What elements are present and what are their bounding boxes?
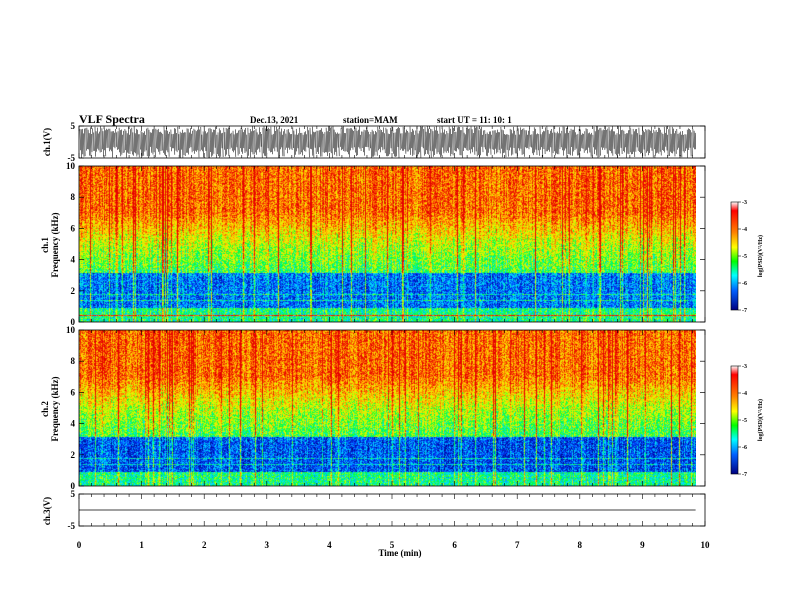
x-tick-label: 9 (640, 540, 645, 550)
y-tick-label: 6 (71, 223, 76, 233)
ch2-colorbar-label: log(PSD)(V²/Hz) (757, 399, 764, 441)
ch2-spec-ylabel-line2: Frequency (kHz) (50, 376, 60, 441)
y-tick-label: -5 (68, 153, 76, 163)
panel-axes: 0 2 4 6 8 10 (66, 325, 706, 491)
header-date: Dec.13, 2021 (250, 115, 299, 125)
ch1-waveform-ylabel: ch.1(V) (42, 128, 52, 156)
y-tick-label: 10 (66, 161, 76, 171)
y-tick-label: 0 (71, 481, 76, 491)
ch1-spectrogram-panel: 0 2 4 6 8 10 (66, 161, 706, 327)
x-tick-label: 4 (327, 540, 332, 550)
x-tick-label: 7 (515, 540, 520, 550)
ch2-colorbar: -3 -4 -5 -6 -7 log(PSD)(V²/Hz) (730, 364, 764, 478)
x-tick-label: 10 (701, 540, 711, 550)
y-tick-label: -5 (68, 521, 76, 531)
y-tick-label: 0 (71, 317, 76, 327)
y-tick-label: 10 (66, 325, 76, 335)
ch1-spec-ylabel-line1: ch.1 (40, 237, 50, 253)
header-station: station=MAM (343, 115, 398, 125)
x-tick-label: 2 (202, 540, 207, 550)
ch1-colorbar: -3 -4 -5 -6 -7 log(PSD)(V²/Hz) (730, 200, 764, 314)
y-tick-label: 2 (71, 450, 76, 460)
colorbar-tick-label: -3 (742, 364, 747, 370)
x-tick-label: 3 (265, 540, 270, 550)
colorbar-tick-label: -5 (742, 418, 747, 424)
time-axis: 0 1 2 3 4 5 6 7 8 9 10 (77, 540, 710, 550)
colorbar-tick-label: -7 (742, 308, 747, 314)
y-tick-label: 2 (71, 286, 76, 296)
panel-axes: 5 -5 (68, 489, 706, 531)
y-tick-label: 4 (71, 419, 76, 429)
colorbar-tick-label: -4 (742, 391, 747, 397)
colorbar-tick-label: -5 (742, 254, 747, 260)
ch1-waveform-panel: 5 -5 (68, 121, 706, 163)
colorbar-tick-label: -6 (742, 445, 747, 451)
y-tick-label: 6 (71, 387, 76, 397)
ch1-waveform-trace (79, 125, 696, 159)
colorbar-tick-label: -3 (742, 200, 747, 206)
ch2-spectrogram-panel: 0 2 4 6 8 10 (66, 325, 706, 491)
header-start-time: start UT = 11: 10: 1 (437, 115, 512, 125)
ch2-spec-ylabel-line1: ch.2 (40, 401, 50, 417)
x-axis-label: Time (min) (378, 548, 421, 558)
ch3-waveform-ylabel: ch.3(V) (42, 497, 52, 525)
panel-axes: 5 -5 (68, 121, 706, 163)
y-tick-label: 8 (71, 192, 76, 202)
x-tick-label: 8 (578, 540, 583, 550)
y-tick-label: 5 (71, 121, 76, 131)
figure-title: VLF Spectra (79, 112, 145, 126)
y-tick-label: 8 (71, 356, 76, 366)
x-tick-label: 5 (390, 540, 395, 550)
colorbar-tick-label: -6 (742, 281, 747, 287)
colorbar-tick-label: -4 (742, 227, 747, 233)
x-tick-label: 6 (452, 540, 457, 550)
y-tick-label: 5 (71, 489, 76, 499)
colorbar-tick-label: -7 (742, 472, 747, 478)
ch1-colorbar-label: log(PSD)(V²/Hz) (757, 235, 764, 277)
ch1-spec-ylabel-line2: Frequency (kHz) (50, 212, 60, 277)
ch3-waveform-panel: 5 -5 (68, 489, 706, 531)
spectrogram-image-ch2 (79, 330, 696, 486)
panel-axes: 0 2 4 6 8 10 (66, 161, 706, 327)
spectrogram-image-ch1 (79, 166, 696, 322)
ch1-colorbar-scale (730, 201, 739, 311)
x-tick-label: 0 (77, 540, 82, 550)
x-tick-label: 1 (139, 540, 144, 550)
ch2-colorbar-scale (730, 365, 739, 475)
y-tick-label: 4 (71, 255, 76, 265)
